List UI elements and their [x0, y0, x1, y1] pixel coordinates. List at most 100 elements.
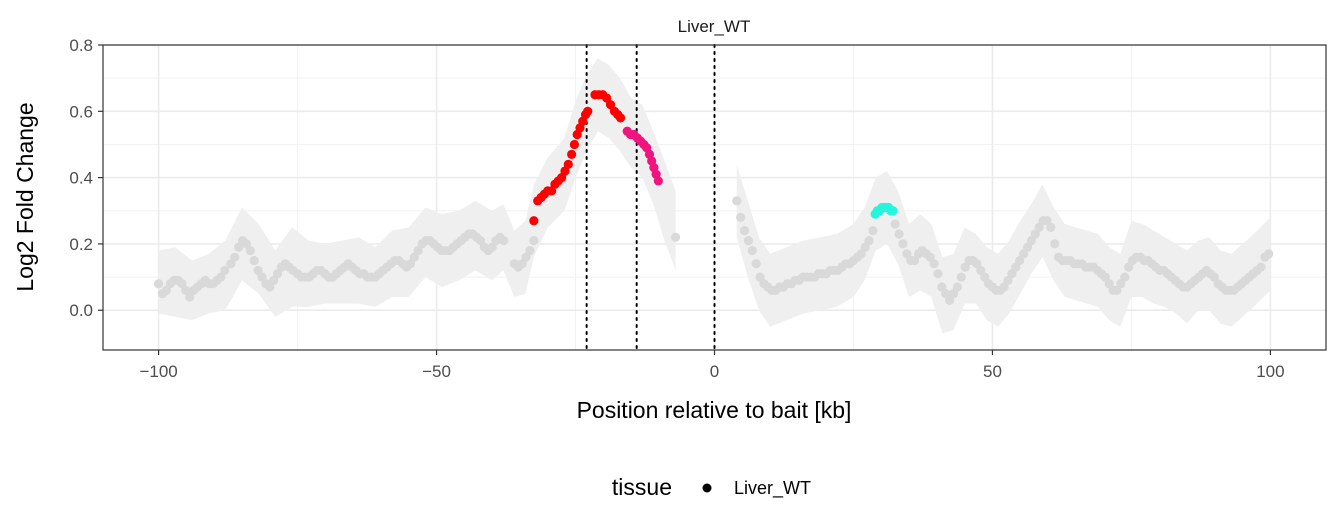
data-point-gray: [751, 259, 761, 269]
data-point-gray: [241, 239, 252, 249]
data-point-gray: [1042, 216, 1052, 226]
data-point-gray: [253, 265, 263, 276]
data-point-gray: [1209, 272, 1219, 282]
data-point-cyan: [888, 206, 898, 216]
data-point-red: [605, 100, 616, 110]
data-point-gray: [272, 269, 283, 279]
data-point-gray: [925, 252, 935, 262]
data-point-gray: [1015, 255, 1025, 266]
y-tick-label: 0.4: [69, 169, 93, 188]
data-point-gray: [409, 252, 419, 262]
data-point-gray: [890, 219, 900, 229]
data-point-gray: [475, 236, 486, 246]
x-tick-label: 50: [983, 362, 1002, 381]
data-point-gray: [952, 282, 963, 292]
data-point-gray: [945, 295, 955, 305]
data-point-gray: [521, 252, 531, 262]
y-tick-label: 0.6: [69, 102, 93, 121]
data-point-gray: [948, 289, 959, 299]
data-point-gray: [999, 282, 1009, 292]
data-point-gray: [1050, 239, 1060, 249]
data-point-gray: [1022, 242, 1033, 252]
data-point-gray: [868, 226, 878, 236]
data-point-gray: [960, 262, 970, 272]
data-point-gray: [181, 285, 191, 295]
data-point-red: [563, 159, 573, 169]
data-point-gray: [1046, 222, 1056, 232]
data-point-gray: [739, 226, 750, 236]
data-point-gray: [1100, 272, 1110, 282]
confidence-band-layer: [158, 58, 1271, 334]
data-point-gray: [1116, 279, 1126, 289]
data-points-layer: [153, 90, 1274, 305]
data-point-gray: [216, 272, 226, 282]
data-point-gray: [413, 245, 423, 256]
data-point-gray: [525, 245, 535, 256]
data-point-gray: [487, 242, 497, 252]
data-point-gray: [736, 212, 746, 222]
data-point-gray: [910, 255, 920, 266]
legend-label: Liver_WT: [734, 478, 811, 499]
data-point-gray: [499, 236, 509, 246]
data-point-gray: [1011, 262, 1021, 272]
confidence-band: [736, 164, 1271, 334]
data-point-red: [583, 106, 593, 116]
data-point-pink: [653, 176, 663, 186]
data-point-gray: [670, 232, 681, 242]
y-axis-label: Log2 Fold Change: [12, 102, 38, 291]
data-point-gray: [864, 236, 874, 246]
data-point-red: [569, 139, 580, 150]
x-axis-label: Position relative to bait [kb]: [577, 397, 852, 423]
data-point-red: [529, 216, 539, 226]
data-point-gray: [249, 255, 259, 266]
data-point-gray: [929, 259, 939, 269]
data-point-gray: [1124, 262, 1134, 272]
data-point-gray: [153, 279, 164, 289]
legend: tissue Liver_WT: [612, 474, 811, 500]
data-point-gray: [245, 245, 255, 256]
data-point-red: [602, 93, 612, 103]
x-tick-label: −100: [139, 362, 177, 381]
data-point-gray: [898, 239, 908, 249]
data-point-gray: [220, 265, 230, 276]
y-tick-label: 0.0: [69, 301, 93, 320]
y-tick-label: 0.2: [69, 235, 93, 254]
vertical-reference-lines: [585, 44, 716, 351]
data-point-gray: [177, 279, 187, 289]
data-point-gray: [517, 259, 527, 269]
data-point-gray: [161, 285, 171, 295]
data-point-gray: [972, 259, 982, 269]
data-point-red: [615, 113, 626, 123]
data-point-gray: [529, 236, 539, 246]
data-point-gray: [1104, 279, 1114, 289]
data-point-gray: [956, 272, 966, 282]
data-point-gray: [405, 259, 416, 269]
legend-key-point: [702, 483, 712, 493]
data-point-gray: [1026, 236, 1036, 246]
data-point-gray: [1120, 272, 1130, 282]
confidence-band: [158, 58, 676, 321]
y-tick-label: 0.8: [69, 36, 93, 55]
data-point-gray: [257, 272, 267, 282]
data-point-gray: [1030, 229, 1040, 239]
data-point-gray: [755, 272, 765, 282]
data-point-gray: [1256, 262, 1266, 272]
x-tick-label: 0: [710, 362, 719, 381]
data-point-gray: [941, 289, 951, 299]
data-point-gray: [1112, 285, 1122, 295]
data-point-gray: [937, 282, 947, 292]
data-point-gray: [856, 249, 866, 259]
data-point-gray: [894, 229, 904, 239]
data-point-gray: [933, 269, 943, 279]
data-point-gray: [732, 196, 742, 206]
y-axis: 0.0 0.2 0.4 0.6 0.8: [69, 36, 103, 320]
x-tick-label: 100: [1256, 362, 1284, 381]
data-point-gray: [234, 242, 244, 252]
data-point-red: [567, 149, 577, 159]
data-point-gray: [747, 245, 757, 256]
data-point-gray: [1034, 222, 1044, 232]
data-point-gray: [743, 236, 754, 246]
data-point-gray: [902, 249, 912, 259]
data-point-gray: [980, 272, 990, 282]
